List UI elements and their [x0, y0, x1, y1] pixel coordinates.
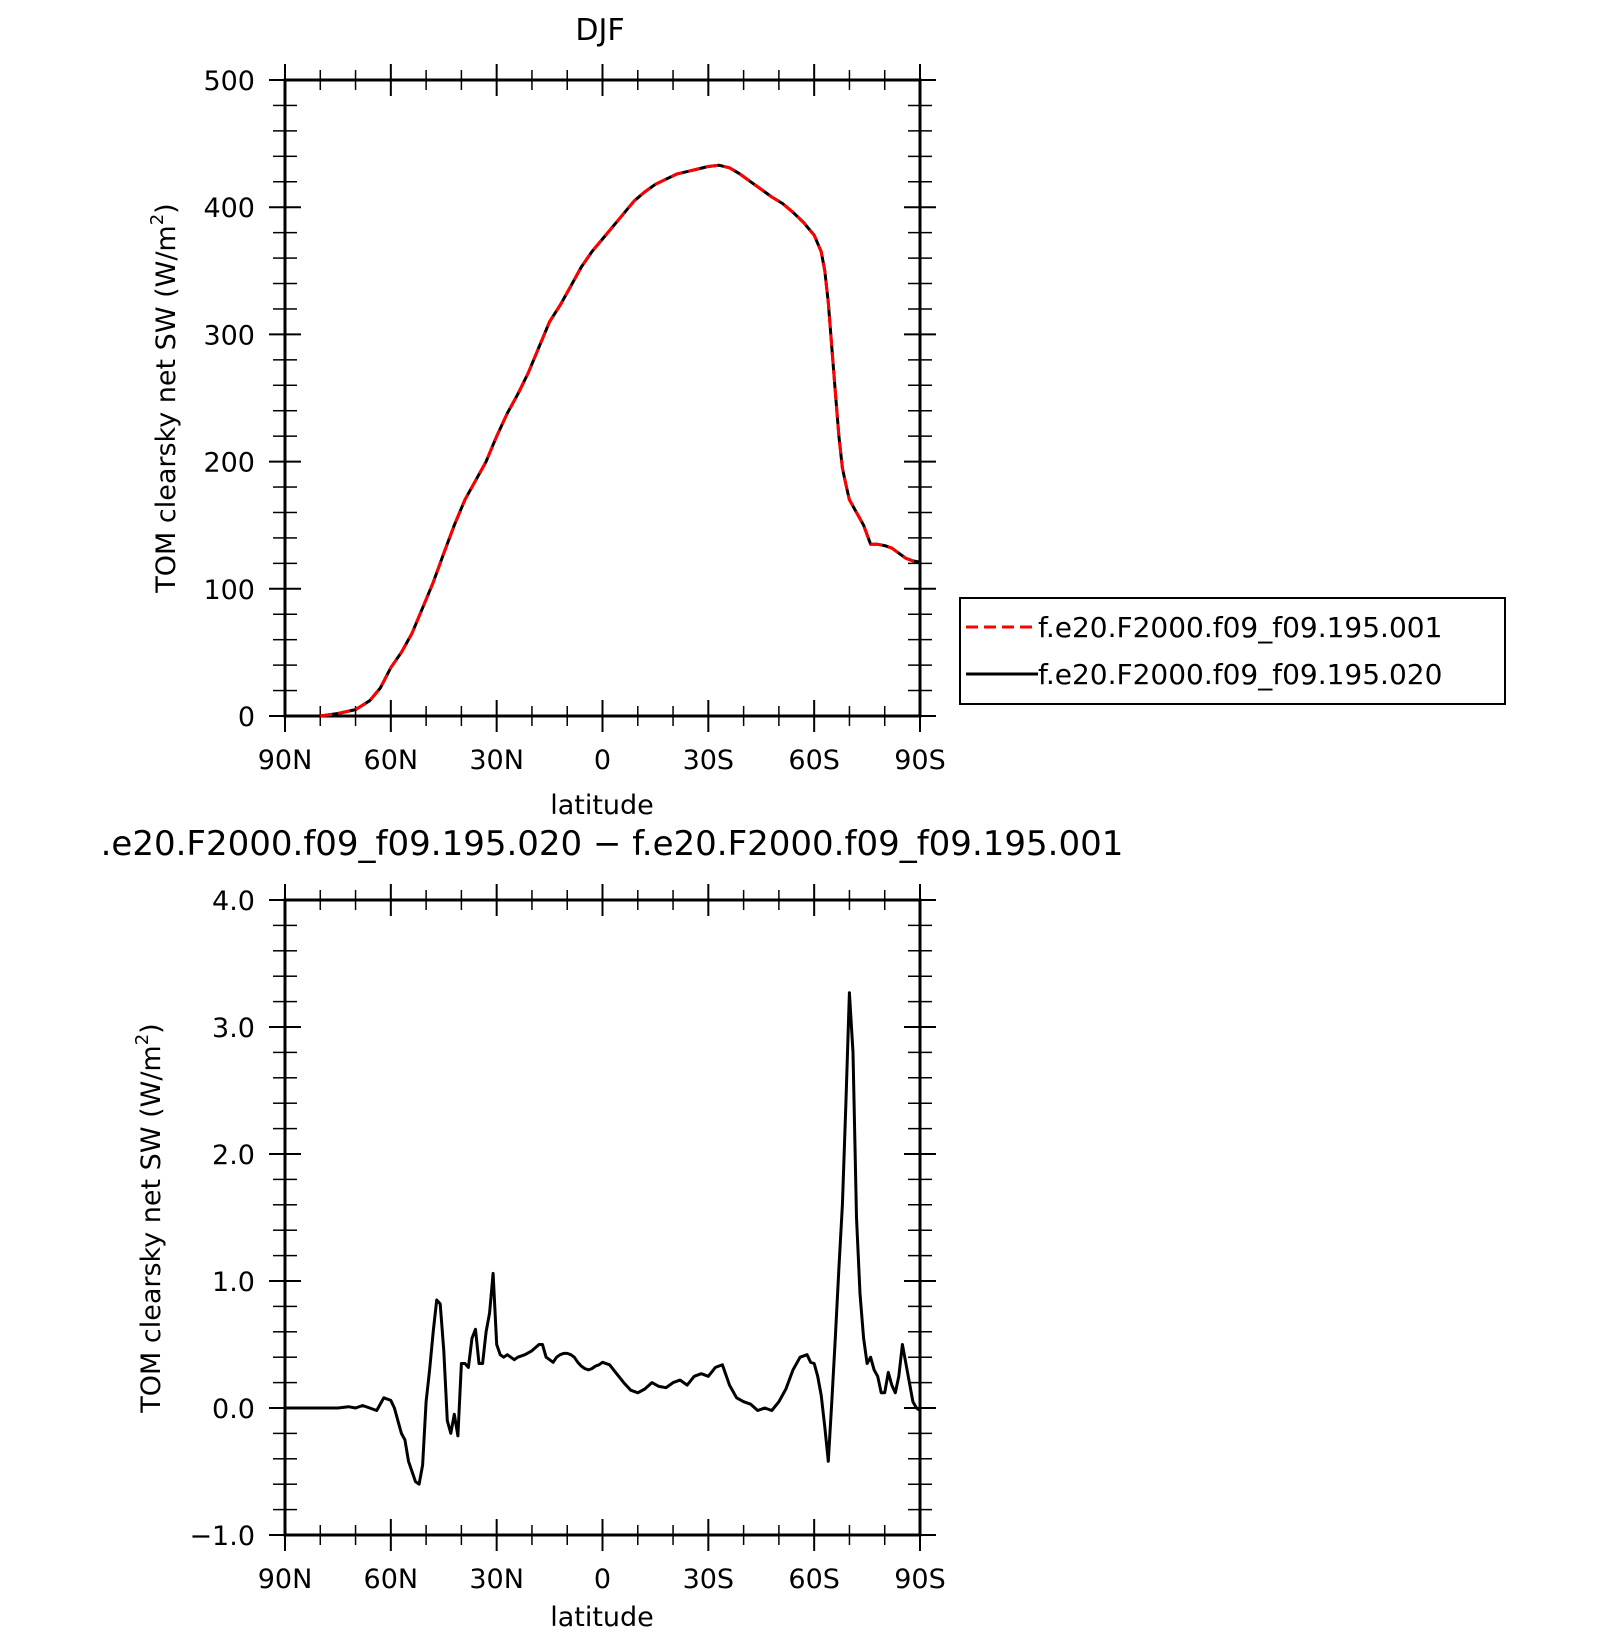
top-series — [320, 163, 921, 718]
top-xlabel: latitude — [550, 790, 654, 821]
bottom-ylabel-close: ) — [136, 1023, 167, 1034]
ytick-label: 400 — [203, 193, 255, 224]
xtick-label: 0 — [594, 1564, 611, 1595]
ytick-label: 4.0 — [212, 886, 255, 917]
series-line — [320, 163, 921, 718]
xtick-label: 60S — [788, 745, 840, 776]
bottom-ylabel-main: TOM clearsky net SW (W/m — [136, 1045, 167, 1413]
top-ylabel-close: ) — [151, 203, 182, 214]
bottom-xlabel: latitude — [550, 1602, 654, 1633]
bottom-title: .e20.F2000.f09_f09.195.020 − f.e20.F2000… — [101, 824, 1124, 864]
xtick-label: 30N — [469, 745, 524, 776]
bottom-panel: .e20.F2000.f09_f09.195.020 − f.e20.F2000… — [101, 824, 1124, 1633]
top-ylabel-main: TOM clearsky net SW (W/m — [151, 225, 182, 593]
xtick-label: 60N — [364, 1564, 419, 1595]
xtick-label: 90S — [894, 1564, 946, 1595]
bottom-ylabel: TOM clearsky net SW (W/m2) — [132, 1023, 167, 1413]
xtick-label: 90N — [258, 745, 313, 776]
bottom-ytick-labels: −1.0 0.0 1.0 2.0 3.0 4.0 — [189, 886, 255, 1552]
xtick-label: 90S — [894, 745, 946, 776]
ytick-label: 500 — [203, 66, 255, 97]
xtick-label: 90N — [258, 1564, 313, 1595]
ytick-label: 300 — [203, 320, 255, 351]
ytick-label: 200 — [203, 448, 255, 479]
ytick-label: 2.0 — [212, 1140, 255, 1171]
ytick-label: 100 — [203, 575, 255, 606]
series-line — [320, 163, 921, 718]
top-ylabel: TOM clearsky net SW (W/m2) — [147, 203, 182, 593]
xtick-label: 30S — [683, 745, 735, 776]
bottom-xtick-labels: 90N 60N 30N 0 30S 60S 90S — [258, 1564, 946, 1595]
xtick-label: 0 — [594, 745, 611, 776]
top-ytick-labels: 0 100 200 300 400 500 — [203, 66, 255, 733]
top-panel: DJF 0 100 200 300 400 500 90N 60N 30N 0 30S 60S 90S… — [147, 13, 1506, 821]
ytick-label: −1.0 — [189, 1521, 255, 1552]
legend: f.e20.F2000.f09_f09.195.001 f.e20.F2000.… — [959, 597, 1506, 705]
ytick-label: 1.0 — [212, 1267, 255, 1298]
legend-label-020: f.e20.F2000.f09_f09.195.020 — [1038, 658, 1442, 691]
top-plot-frame — [283, 78, 922, 718]
bottom-series — [285, 991, 921, 1486]
xtick-label: 30N — [469, 1564, 524, 1595]
xtick-label: 60S — [788, 1564, 840, 1595]
bottom-ticks — [269, 884, 936, 1551]
top-ticks — [269, 64, 936, 732]
bottom-ylabel-sup: 2 — [132, 1034, 153, 1045]
top-title: DJF — [575, 13, 624, 48]
xtick-label: 30S — [683, 1564, 735, 1595]
legend-label-001: f.e20.F2000.f09_f09.195.001 — [1038, 611, 1442, 644]
ytick-label: 3.0 — [212, 1013, 255, 1044]
ytick-label: 0 — [238, 702, 255, 733]
top-xtick-labels: 90N 60N 30N 0 30S 60S 90S — [258, 745, 946, 776]
ytick-label: 0.0 — [212, 1394, 255, 1425]
xtick-label: 60N — [364, 745, 419, 776]
series-line — [285, 991, 921, 1486]
legend-box — [959, 597, 1506, 705]
top-ylabel-sup: 2 — [147, 214, 168, 225]
